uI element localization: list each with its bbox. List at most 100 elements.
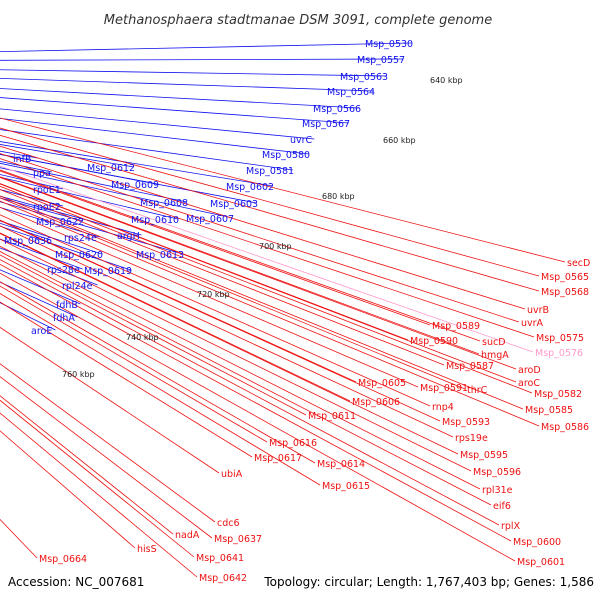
gene-label-forward: Msp_0563 (340, 72, 388, 83)
gene-label-forward: Msp_0607 (186, 214, 234, 225)
gene-label-forward: Msp_0603 (210, 199, 258, 210)
leader-line (0, 214, 431, 407)
leader-line (0, 185, 533, 394)
leader-line (0, 144, 134, 168)
leader-line (0, 77, 374, 92)
leader-line (0, 233, 459, 455)
leader-line (0, 259, 500, 526)
gene-label-reverse: cdc6 (217, 518, 240, 529)
gene-label-reverse: aroC (518, 378, 540, 389)
leader-line (0, 117, 566, 263)
genome-summary-text: Topology: circular; Length: 1,767,403 bp… (263, 575, 594, 589)
gene-label-reverse: nadA (175, 530, 200, 541)
gene-label-forward: rpoE2 (33, 202, 61, 213)
leader-line (0, 518, 38, 559)
gene-label-forward: Msp_0557 (357, 55, 405, 66)
gene-label-reverse: rpl31e (482, 485, 513, 496)
gene-label-forward: fdhB (56, 300, 78, 311)
gene-label-reverse: Msp_0586 (541, 422, 589, 433)
gene-label-forward: Msp_0581 (246, 166, 294, 177)
gene-label-reverse: Msp_0593 (442, 417, 490, 428)
leader-line (0, 134, 540, 292)
kbp-tick-label: 720 kbp (197, 290, 230, 299)
gene-label-forward: Msp_0564 (327, 87, 375, 98)
leader-line (0, 225, 454, 438)
leader-line (0, 88, 360, 109)
kbp-tick-layer: 640 kbp 660 kbp 680 kbp 700 kbp 720 kbp 740 k… (62, 76, 463, 379)
kbp-tick-label: 760 kbp (62, 370, 95, 379)
gene-label-reverse: thrC (467, 385, 488, 396)
gene-label-forward: Msp_0636 (4, 236, 52, 247)
gene-label-forward: fdhA (53, 313, 75, 324)
gene-label-reverse: eif6 (493, 501, 511, 512)
gene-label-forward: Msp_0622 (36, 217, 84, 228)
gene-label-forward: Msp_0613 (136, 250, 184, 261)
gene-label-reverse: Msp_0589 (432, 321, 480, 332)
gene-label-reverse: Msp_0637 (214, 534, 262, 545)
gene-label-forward: Msp_0620 (55, 250, 103, 261)
leader-line (0, 129, 293, 171)
gene-label-forward: Msp_0612 (87, 163, 135, 174)
gene-label-reverse: Msp_0617 (254, 453, 302, 464)
gene-label-reverse: Msp_0587 (446, 361, 494, 372)
gene-label-reverse: Msp_0582 (534, 389, 582, 400)
leader-line (0, 165, 534, 353)
accession-text: Accession: NC_007681 (8, 575, 144, 589)
leader-line (0, 412, 198, 578)
leader-line (0, 376, 213, 539)
gene-label-reverse: Msp_0616 (269, 438, 317, 449)
leader-line (0, 263, 512, 542)
gene-label-forward: Msp_0580 (262, 150, 310, 161)
gene-label-reverse: uvrA (521, 318, 544, 329)
gene-label-forward: rpoE1 (33, 185, 61, 196)
kbp-tick-label: 660 kbp (383, 136, 416, 145)
leader-line (0, 220, 441, 422)
gene-label-reverse: hisS (137, 544, 157, 555)
leader-line (0, 141, 273, 187)
gene-label-reverse: ubiA (221, 469, 243, 480)
leader-line (0, 69, 387, 77)
leader-line (0, 177, 517, 370)
gene-label-reverse: Msp_0642 (199, 573, 247, 584)
leader-line (0, 150, 38, 159)
leader-line (0, 176, 178, 220)
gene-label-reverse: Msp_0641 (196, 553, 244, 564)
leader-line (0, 293, 321, 486)
leader-line (0, 117, 309, 155)
gene-label-forward: Msp_0609 (111, 180, 159, 191)
leader-line (0, 225, 131, 271)
gene-label-reverse: sucD (482, 337, 506, 348)
gene-label-forward: Msp_0602 (226, 182, 274, 193)
gene-label-reverse: Msp_0664 (39, 554, 87, 565)
leader-line (0, 272, 516, 562)
gene-label-forward: rps24e (64, 233, 97, 244)
leader-line (0, 169, 481, 342)
gene-label-forward: aroE (31, 326, 52, 337)
gene-label-reverse: Msp_0585 (525, 405, 573, 416)
gene-label-forward: uvrC (290, 135, 313, 146)
gene-label-reverse: Msp_0601 (517, 557, 565, 568)
leader-line (0, 58, 404, 61)
leader-line (0, 251, 492, 506)
leader-line (0, 197, 83, 222)
gene-label-reverse: rnp4 (432, 402, 454, 413)
gene-label-reverse: aroD (518, 365, 541, 376)
leader-line (0, 197, 466, 390)
leader-line (0, 162, 187, 203)
gene-label-reverse: Msp_0606 (352, 397, 400, 408)
gene-label-reverse: Msp_0605 (358, 378, 406, 389)
gene-label-forward: Msp_0530 (365, 39, 413, 50)
leader-line (0, 363, 216, 523)
leader-line (0, 254, 307, 416)
kbp-tick-label: 640 kbp (430, 76, 463, 85)
gene-label-reverse: Msp_0576 (535, 348, 583, 359)
gene-label-reverse: Msp_0590 (410, 336, 458, 347)
leader-line (0, 153, 520, 323)
gene-label-reverse: Msp_0591 (420, 383, 468, 394)
genome-title: Methanosphaera stadtmanae DSM 3091, comp… (104, 13, 492, 28)
kbp-tick-label: 700 kbp (259, 242, 292, 251)
gene-label-reverse: uvrB (527, 305, 549, 316)
gene-label-forward: Msp_0566 (313, 104, 361, 115)
gene-label-reverse: Msp_0575 (536, 333, 584, 344)
leader-line (0, 301, 253, 458)
